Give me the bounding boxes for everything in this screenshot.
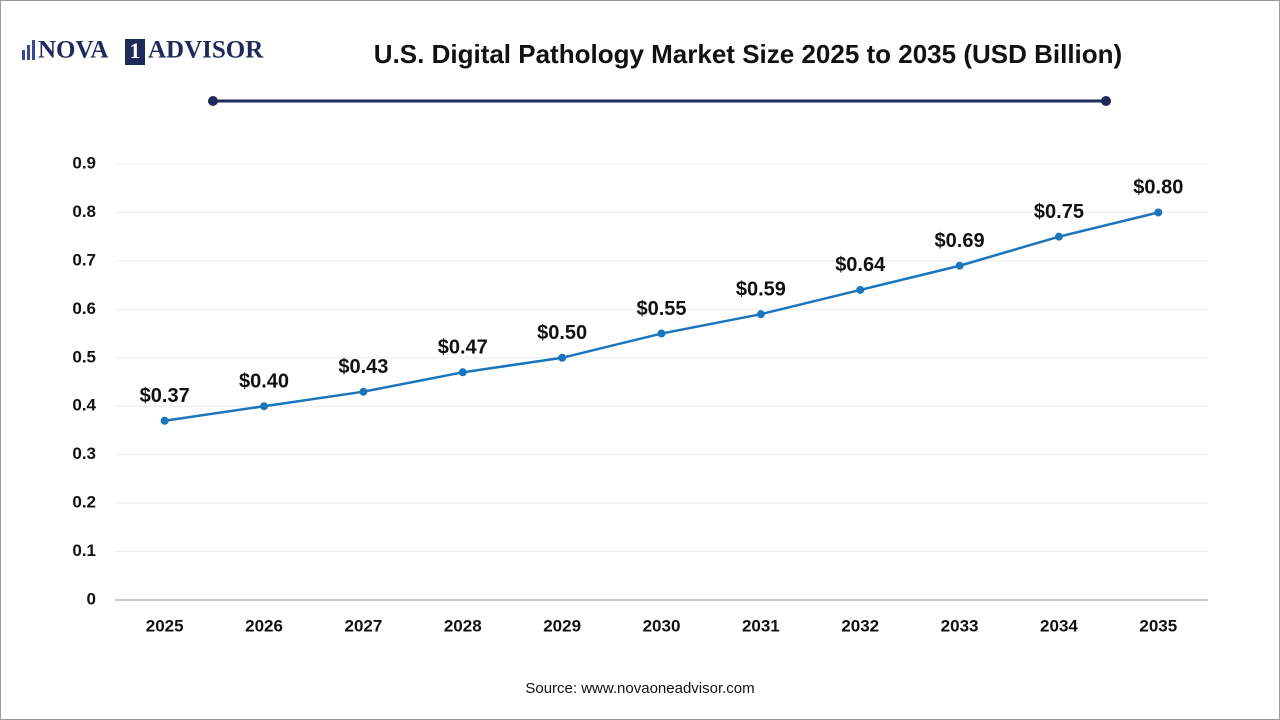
x-tick-label: 2030 [643, 616, 681, 635]
y-tick-label: 0.2 [72, 493, 96, 512]
y-tick-label: 0.5 [72, 347, 96, 366]
x-tick-label: 2032 [841, 616, 879, 635]
point [260, 402, 269, 411]
x-tick-label: 2035 [1139, 616, 1177, 635]
logo: NOVA 1 ADVISOR [22, 37, 264, 65]
y-tick-label: 0.4 [72, 396, 96, 415]
x-tick-label: 2034 [1040, 616, 1078, 635]
y-tick-label: 0.9 [72, 153, 96, 172]
value-label: $0.37 [140, 385, 190, 407]
point [1154, 208, 1163, 217]
logo-text: NOVA [38, 37, 108, 64]
logo-bar [32, 40, 35, 60]
point [955, 261, 964, 270]
y-tick-label: 0.3 [72, 444, 96, 463]
value-label: $0.50 [537, 322, 587, 344]
point [657, 329, 666, 338]
value-label: $0.47 [438, 337, 488, 359]
point [856, 285, 865, 294]
value-label: $0.80 [1133, 177, 1183, 199]
x-tick-label: 2033 [941, 616, 979, 635]
value-label: $0.64 [835, 254, 886, 276]
y-tick-label: 0.7 [72, 250, 96, 269]
logo-bar [22, 50, 25, 60]
point [359, 387, 368, 396]
point [160, 416, 169, 425]
value-label: $0.69 [935, 230, 985, 252]
y-tick-label: 0.1 [72, 541, 96, 560]
logo-box [125, 39, 145, 65]
value-label: $0.43 [338, 356, 388, 378]
chart-title: U.S. Digital Pathology Market Size 2025 … [374, 39, 1122, 69]
value-label: $0.55 [636, 298, 686, 320]
x-tick-label: 2028 [444, 616, 482, 635]
point [756, 310, 765, 319]
value-label: $0.59 [736, 278, 786, 300]
point [1054, 232, 1063, 241]
x-tick-label: 2025 [146, 616, 184, 635]
y-tick-label: 0.6 [72, 299, 96, 318]
divider-dot [208, 96, 218, 106]
x-tick-label: 2027 [344, 616, 382, 635]
y-tick-label: 0 [87, 589, 96, 608]
divider-dot [1101, 96, 1111, 106]
point [558, 353, 567, 362]
value-label: $0.75 [1034, 201, 1084, 223]
y-tick-label: 0.8 [72, 202, 96, 221]
logo-bar [27, 45, 30, 60]
source: Source: www.novaoneadvisor.com [525, 680, 754, 697]
point [458, 368, 467, 377]
x-tick-label: 2029 [543, 616, 581, 635]
value-label: $0.40 [239, 371, 289, 393]
logo-text: ADVISOR [148, 37, 264, 64]
x-tick-label: 2031 [742, 616, 780, 635]
x-tick-label: 2026 [245, 616, 283, 635]
logo-mark: 1 [130, 38, 141, 63]
